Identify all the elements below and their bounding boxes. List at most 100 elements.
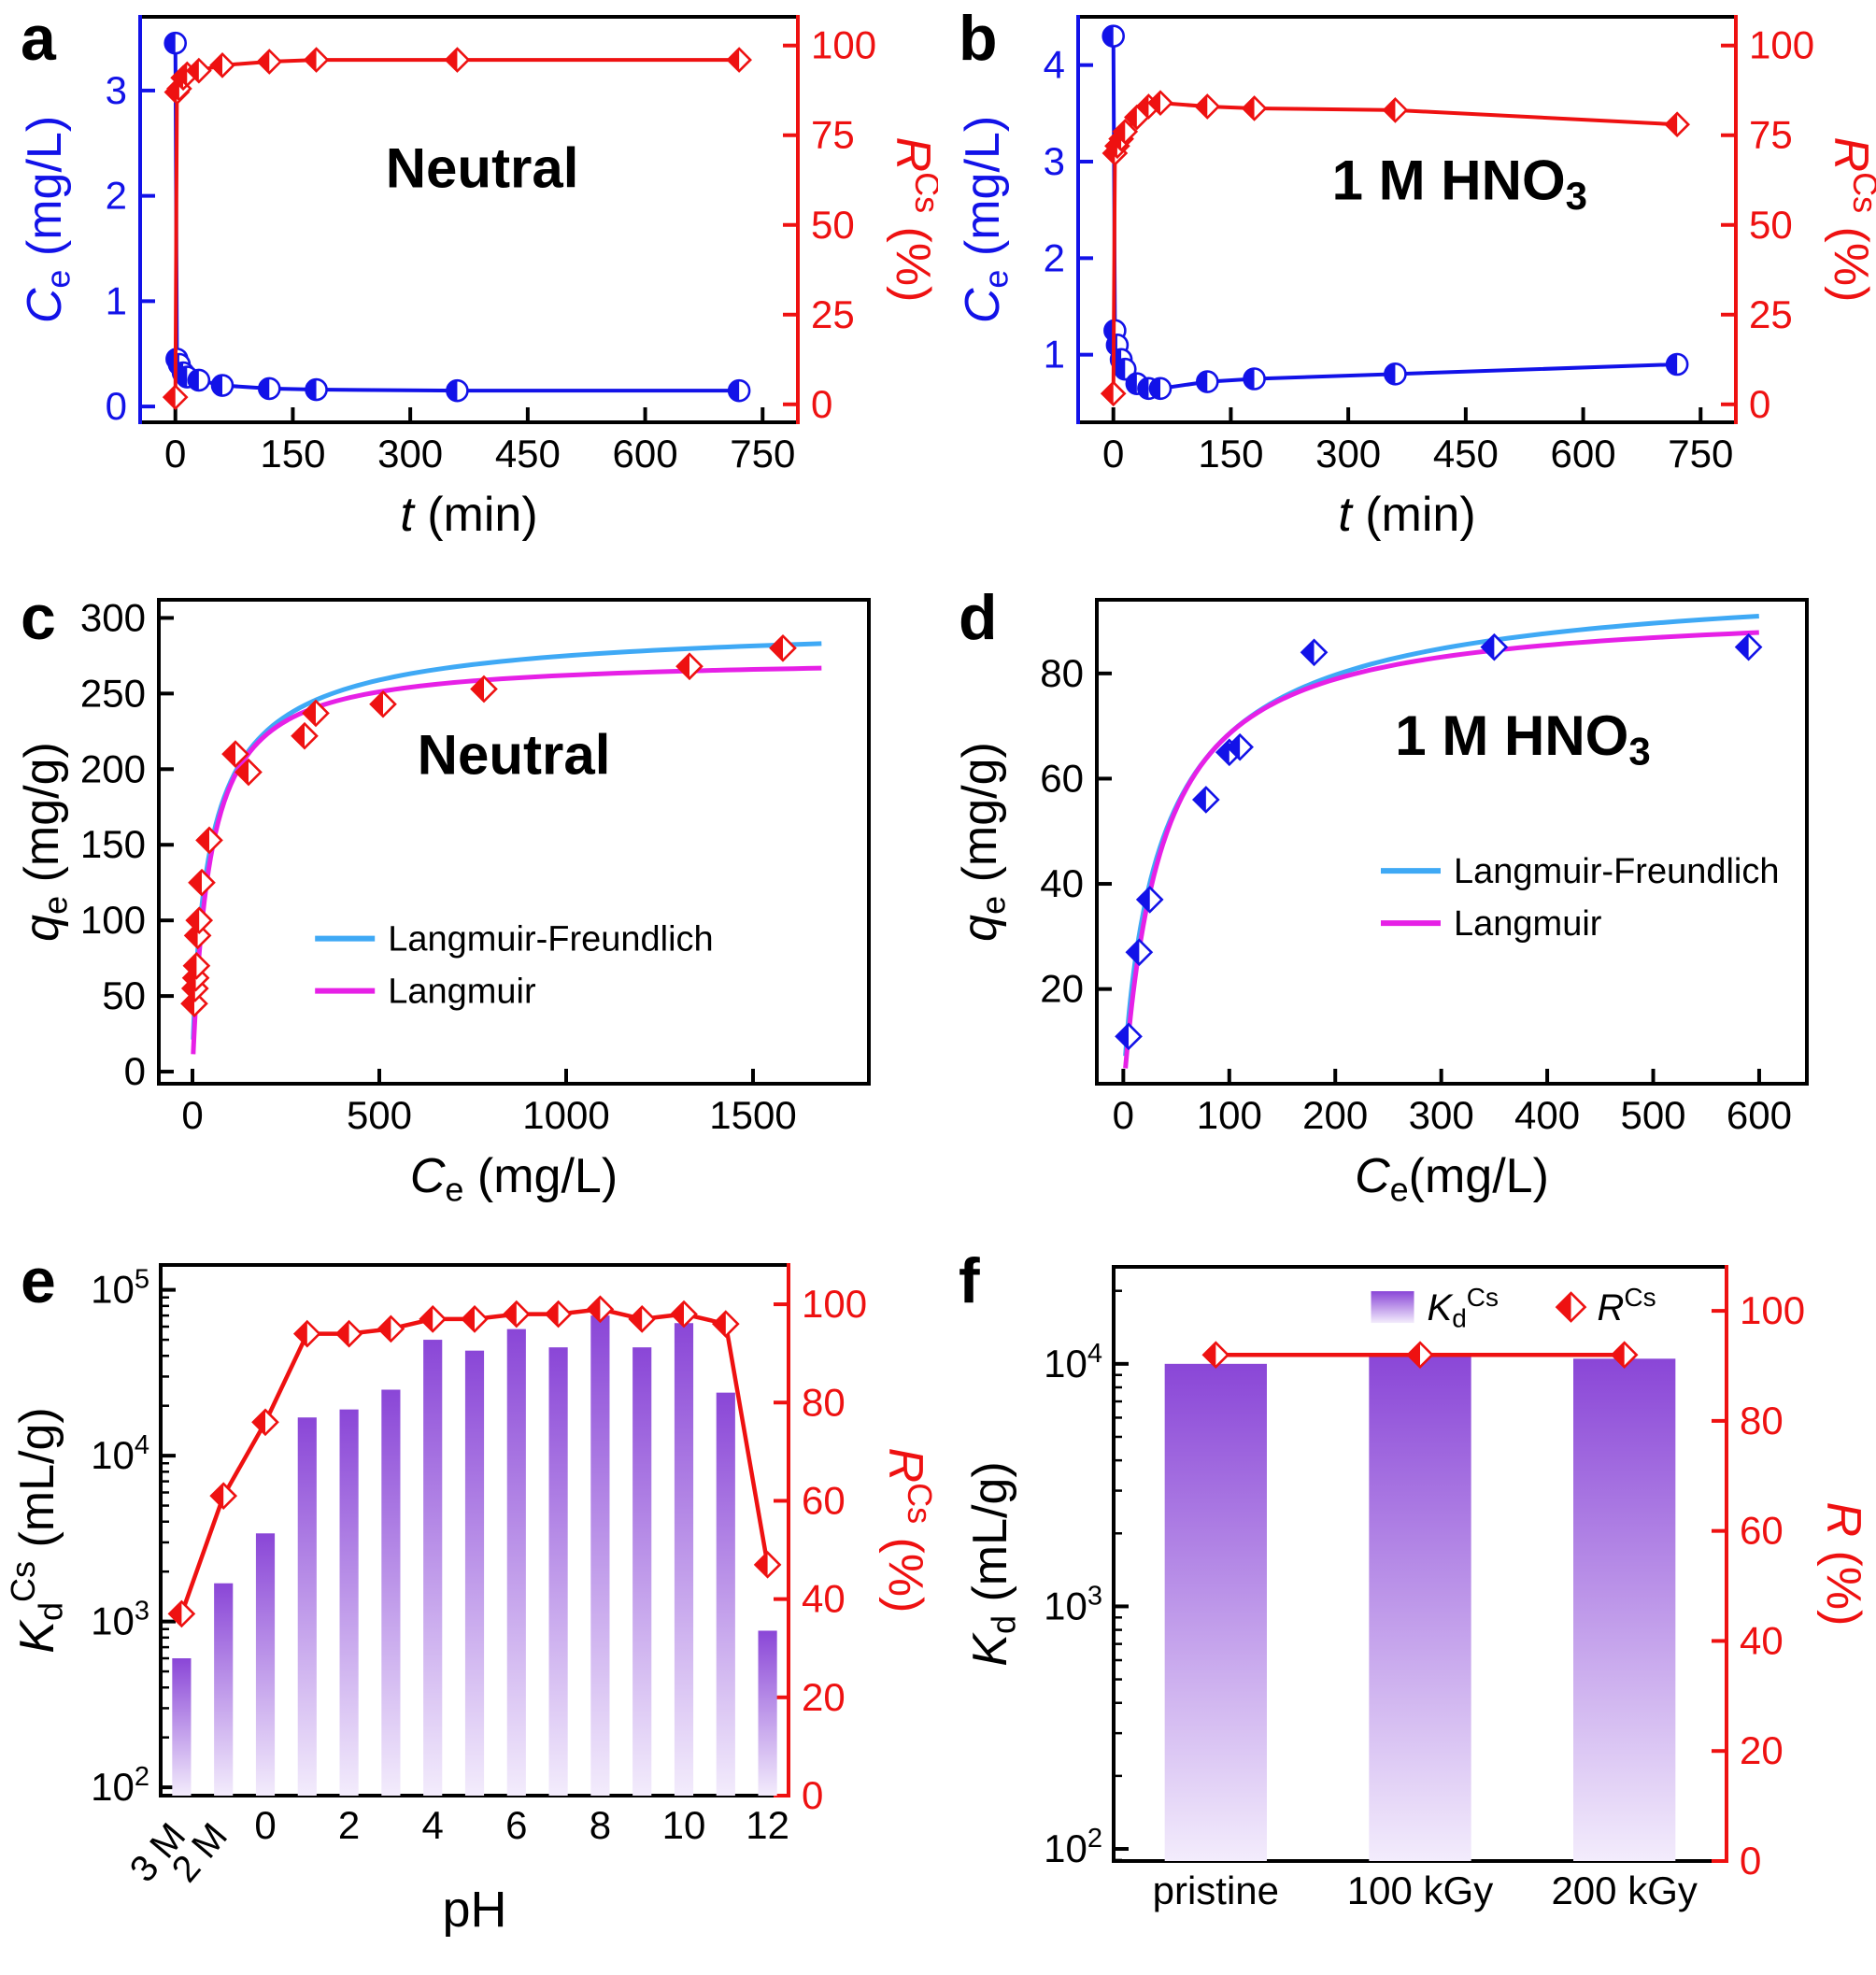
y-right-tick-label: 20 — [1740, 1728, 1784, 1772]
legend-label: RCs — [1598, 1283, 1656, 1329]
x-tick-label: 600 — [1727, 1093, 1792, 1137]
circle-marker — [187, 368, 211, 392]
y-left-tick-label: 104 — [91, 1430, 149, 1477]
scatter-points — [180, 633, 797, 1018]
diamond-marker — [1100, 380, 1127, 407]
diamond-marker — [444, 47, 471, 73]
x-tick-label: 150 — [260, 432, 325, 476]
x-axis-title: t (min) — [400, 488, 537, 542]
isotherm-chart-acid: 0 100 200 300 400 500 600 20 40 60 80 Ce(mg/L) qe (m… — [953, 598, 1809, 1208]
diamond-marker — [1406, 1341, 1434, 1370]
diamond-marker — [377, 1314, 405, 1343]
bar — [506, 1329, 526, 1796]
frame — [1095, 598, 1809, 1086]
plot-frame: 102 103 104 0 20 40 60 80 100 pristine 100 kGy 200 … — [1044, 1265, 1805, 1912]
x-tick-label: 0 — [181, 1093, 203, 1137]
isotherm-chart-neutral: 0 500 1000 1500 0 50 100 150 200 250 300 Ce (mg/L) q… — [15, 595, 871, 1208]
diamond-marker — [256, 49, 283, 75]
x-tick-label: pristine — [1153, 1868, 1279, 1912]
y-right-tick-label: 50 — [1749, 203, 1793, 247]
x-axis-title: Ce(mg/L) — [1355, 1149, 1549, 1208]
x-tick-label: 300 — [377, 432, 443, 476]
y-left-tick-label: 3 — [106, 68, 127, 112]
panel-f: f 102 103 104 0 20 40 60 80 100 pristine 100 kGy 20… — [938, 1243, 1876, 1975]
plot-frame: 0 100 200 300 400 500 600 20 40 60 80 — [1040, 598, 1809, 1137]
x-tick-label: 750 — [1668, 432, 1733, 476]
diamond-marker — [1115, 1022, 1143, 1051]
kinetics-chart-acid: 0 150 300 450 600 750 1 2 3 4 0 25 50 75 100 t (min) Ce … — [956, 15, 1876, 542]
diamond-marker — [1112, 119, 1139, 145]
diamond-marker — [461, 1305, 489, 1333]
circle-marker — [1384, 362, 1407, 386]
diamond-marker — [1147, 90, 1173, 117]
x-tick-label: 300 — [1409, 1093, 1474, 1137]
y-left-tick-label: 0 — [106, 384, 127, 428]
y-right-tick-label: 25 — [1749, 292, 1793, 336]
series-line — [1111, 36, 1678, 391]
y-right-title: RCs (%) — [1824, 137, 1876, 303]
data-series-right — [162, 47, 752, 410]
circle-marker — [727, 378, 751, 403]
diamond-marker — [753, 1550, 782, 1579]
y-tick-label: 20 — [1040, 967, 1084, 1011]
y-right-tick-label: 100 — [802, 1282, 867, 1326]
data-series-left — [163, 31, 751, 403]
x-tick-label: 450 — [495, 432, 561, 476]
y-left-tick-label: 1 — [1044, 333, 1065, 377]
diamond-marker — [1201, 1341, 1230, 1370]
y-tick-label: 150 — [80, 822, 146, 866]
diamond-marker — [1300, 638, 1329, 667]
bar — [423, 1340, 443, 1796]
circle-marker — [1243, 367, 1266, 391]
y-right-tick-label: 75 — [811, 113, 855, 157]
diamond-marker — [209, 52, 235, 78]
x-tick-label: 2 — [338, 1803, 360, 1847]
circle-marker — [1665, 352, 1689, 377]
y-left-tick-label: 3 — [1044, 139, 1065, 183]
bar — [716, 1392, 735, 1796]
y-right-tick-label: 20 — [802, 1675, 846, 1719]
series-line — [173, 58, 740, 398]
y-tick-label: 300 — [80, 595, 146, 639]
diamond-marker — [1226, 732, 1254, 761]
y-left-tick-label: 2 — [106, 174, 127, 218]
x-tick-label: 600 — [613, 432, 678, 476]
circle-marker — [1101, 24, 1126, 48]
bar — [548, 1347, 568, 1796]
circle-marker — [210, 374, 234, 397]
diamond-marker — [586, 1295, 615, 1324]
x-tick-label: 0 — [164, 432, 186, 476]
series-line — [1111, 101, 1678, 394]
diamond-marker — [470, 675, 498, 703]
data-series-left — [1101, 24, 1689, 401]
irradiation-bar-chart: 102 103 104 0 20 40 60 80 100 pristine 100 kGy 200 … — [963, 1265, 1870, 1912]
diamond-marker — [251, 1408, 279, 1437]
y-right-title: R (%) — [1816, 1502, 1870, 1627]
diamond-marker — [221, 740, 249, 768]
x-tick-label: 10 — [662, 1803, 706, 1847]
diamond-marker — [1734, 632, 1763, 661]
circle-marker — [305, 377, 328, 402]
y-right-tick-label: 100 — [1749, 23, 1814, 67]
bar — [297, 1417, 317, 1796]
legend-label: Langmuir-Freundlich — [1454, 852, 1780, 891]
circle-marker — [257, 377, 281, 401]
diamond-marker — [1135, 886, 1164, 914]
x-tick-label: 12 — [746, 1803, 789, 1847]
panel-annotation: 1 M HNO3 — [1395, 704, 1650, 774]
bar — [464, 1350, 485, 1796]
y-right-tick-label: 40 — [802, 1577, 846, 1621]
diamond-marker — [291, 721, 319, 750]
bar — [758, 1630, 777, 1796]
y-right-title: RCs (%) — [886, 137, 938, 303]
y-left-tick-label: 1 — [106, 278, 127, 322]
diamond-marker — [162, 384, 189, 410]
diamond-marker — [234, 758, 263, 787]
diamond-marker — [769, 633, 797, 662]
diamond-marker — [1191, 786, 1220, 814]
diamond-marker — [209, 1482, 238, 1511]
circle-marker — [1148, 377, 1172, 401]
x-tick-label: 750 — [730, 432, 795, 476]
plot-frame: 0 500 1000 1500 0 50 100 150 200 250 300 — [80, 595, 871, 1137]
